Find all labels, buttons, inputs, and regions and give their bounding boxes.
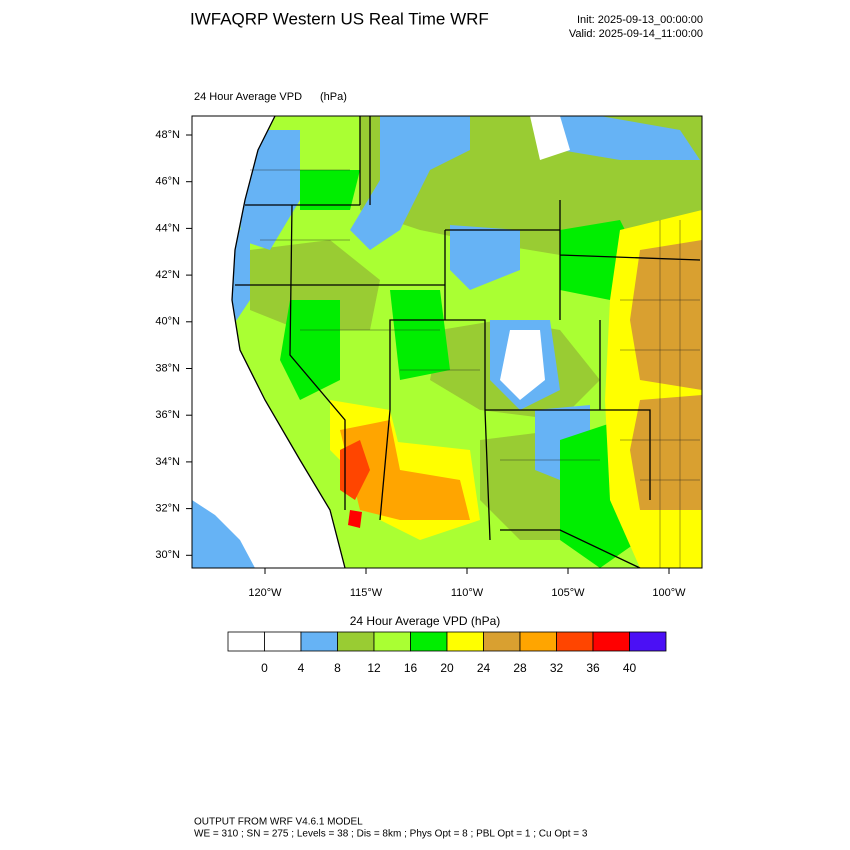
colorbar-label: 0 — [261, 661, 268, 675]
colorbar-box — [337, 631, 375, 652]
colorbar-box — [556, 631, 594, 652]
page-title: IWFAQRP Western US Real Time WRF — [190, 9, 489, 28]
map-title: 24 Hour Average VPD — [194, 91, 302, 103]
map — [191, 115, 703, 569]
lon-label: 100°W — [652, 587, 686, 599]
colorbar-box — [446, 631, 484, 652]
colorbar-box — [227, 631, 265, 652]
colorbar-label: 32 — [550, 661, 564, 675]
colorbar-box — [410, 631, 448, 652]
colorbar-box — [519, 631, 557, 652]
lat-label: 46°N — [155, 176, 180, 188]
colorbar-box — [483, 631, 521, 652]
init-time: Init: 2025-09-13_00:00:00 — [577, 14, 703, 26]
lon-label: 105°W — [551, 587, 585, 599]
colorbar-label: 28 — [513, 661, 527, 675]
lat-label: 48°N — [155, 129, 180, 141]
valid-time: Valid: 2025-09-14_11:00:00 — [569, 28, 703, 40]
colorbar-box — [264, 631, 302, 652]
lat-label: 38°N — [155, 362, 180, 374]
colorbar-label: 8 — [334, 661, 341, 675]
colorbar-box — [373, 631, 411, 652]
colorbar-label: 40 — [623, 661, 637, 675]
colorbar-label: 4 — [298, 661, 305, 675]
colorbar-box — [629, 631, 667, 652]
lat-label: 44°N — [155, 222, 180, 234]
lat-label: 34°N — [155, 456, 180, 468]
lat-label: 32°N — [155, 503, 180, 515]
colorbar-box — [592, 631, 630, 652]
lat-label: 30°N — [155, 549, 180, 561]
colorbar-label: 16 — [404, 661, 418, 675]
lat-label: 40°N — [155, 316, 180, 328]
colorbar-label: 12 — [367, 661, 381, 675]
colorbar-label: 36 — [586, 661, 600, 675]
colorbar: 0 4 8 12 16 20 24 28 32 36 40 — [227, 631, 667, 675]
lat-label: 42°N — [155, 269, 180, 281]
footer-line: WE = 310 ; SN = 275 ; Levels = 38 ; Dis … — [194, 829, 588, 840]
colorbar-label: 20 — [440, 661, 454, 675]
colorbar-box — [300, 631, 338, 652]
colorbar-label: 24 — [477, 661, 491, 675]
map-units: (hPa) — [320, 91, 347, 103]
footer-line: OUTPUT FROM WRF V4.6.1 MODEL — [194, 817, 363, 828]
lon-label: 115°W — [350, 587, 383, 599]
lat-label: 36°N — [155, 409, 180, 421]
colorbar-title: 24 Hour Average VPD (hPa) — [350, 614, 501, 628]
lon-label: 120°W — [248, 587, 282, 599]
lon-label: 110°W — [451, 587, 484, 599]
